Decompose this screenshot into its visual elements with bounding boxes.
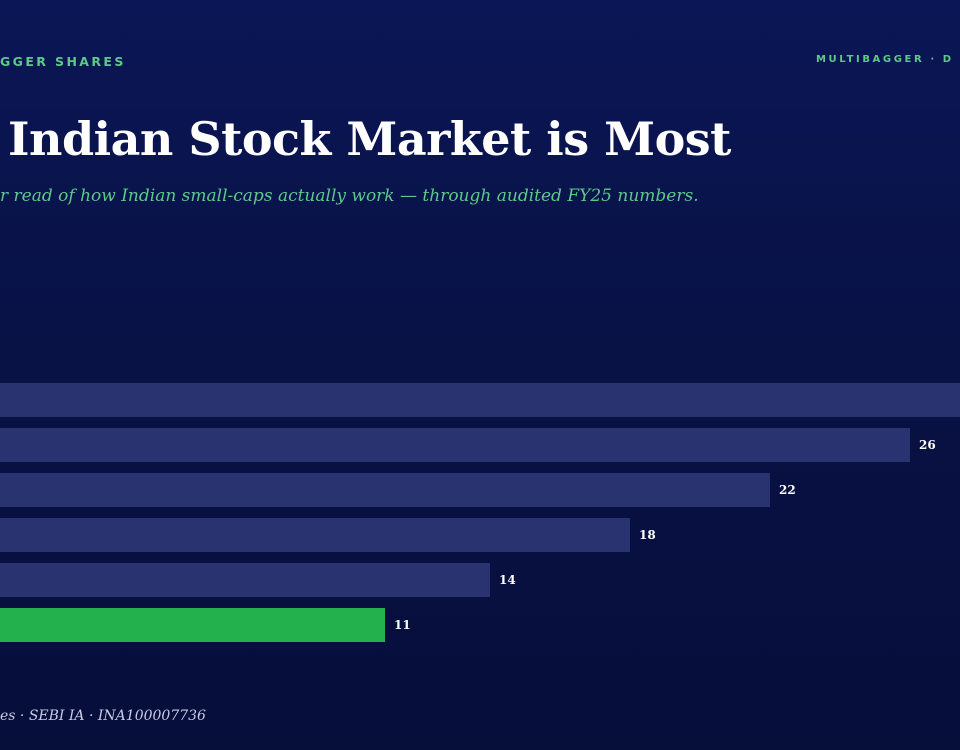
page-title: Indian Stock Market is Most [8, 112, 731, 166]
footer-disclosure: es · SEBI IA · INA100007736 [0, 708, 206, 724]
brand-kicker: GGER SHARES [0, 54, 126, 69]
series-kicker: MULTIBAGGER · D [816, 54, 954, 65]
bar [0, 563, 490, 597]
bar [0, 383, 960, 417]
bar-value-label: 14 [499, 573, 516, 587]
page-subtitle: r read of how Indian small-caps actually… [0, 186, 699, 206]
bar-value-label: 11 [394, 618, 411, 632]
bar [0, 518, 630, 552]
bar-value-label: 18 [639, 528, 656, 542]
bar-value-label: 22 [779, 483, 796, 497]
bar-value-label: 26 [919, 438, 936, 452]
bar [0, 428, 910, 462]
bar [0, 473, 770, 507]
bar-highlight [0, 608, 385, 642]
